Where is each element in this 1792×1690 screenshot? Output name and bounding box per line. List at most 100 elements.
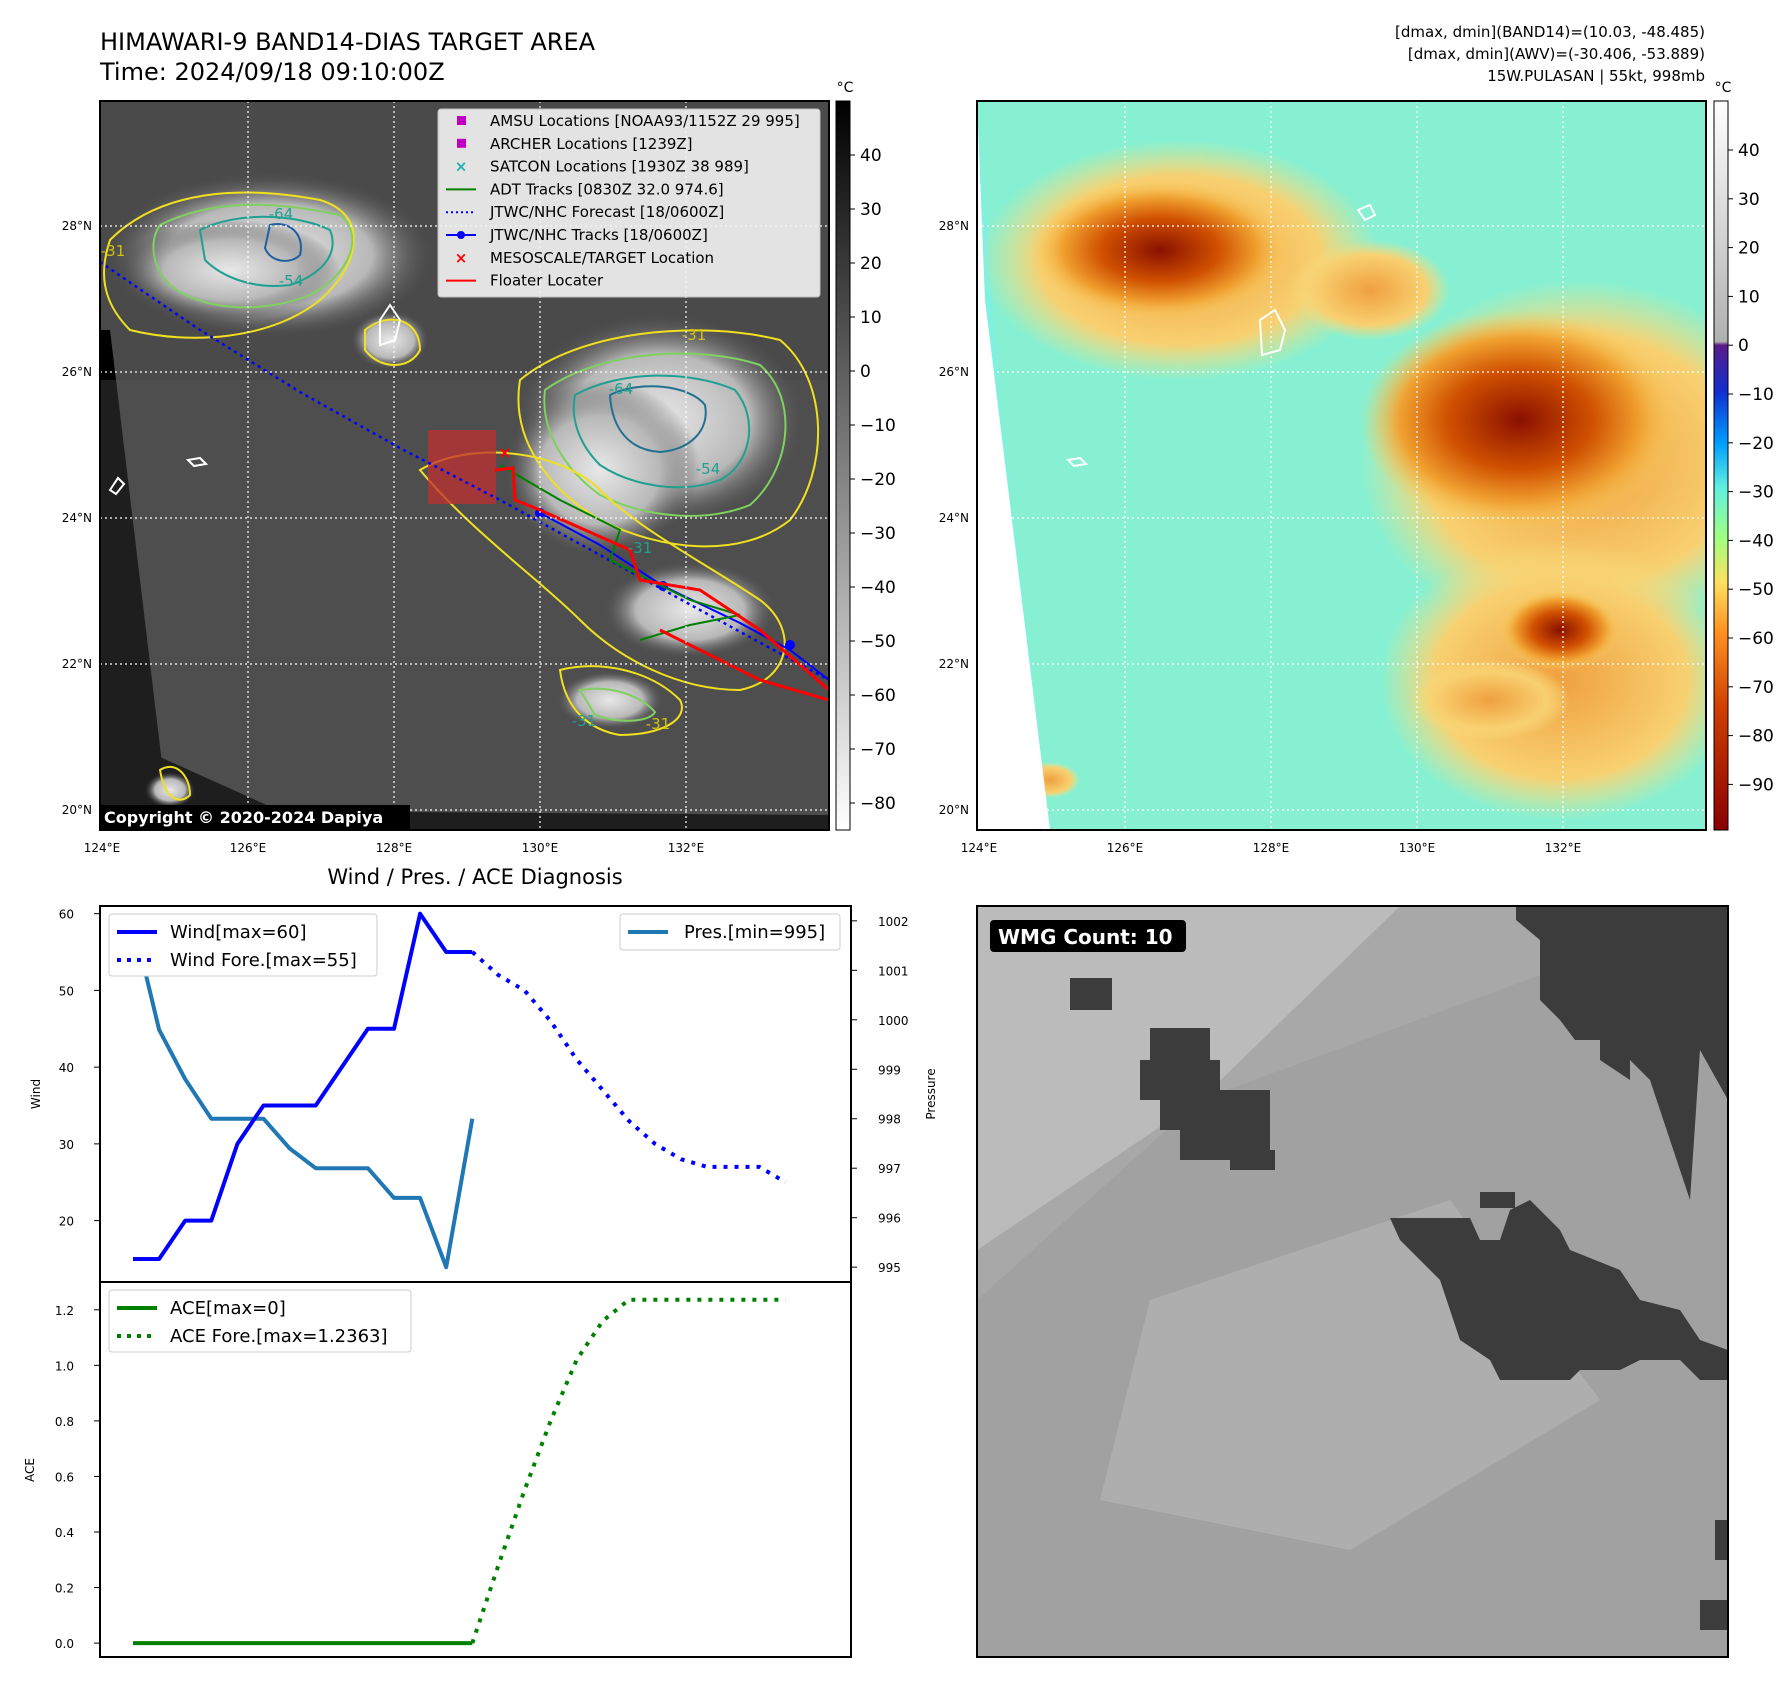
legend-pres: Pres.[min=995] — [684, 922, 825, 943]
wind-y-tick: 20 — [59, 1215, 74, 1229]
awv-colorbar-tick: −90 — [1738, 775, 1774, 795]
ir-panel: HIMAWARI-9 BAND14-DIAS TARGET AREA Time:… — [62, 28, 896, 855]
awv-lon-label: 124°E — [961, 841, 998, 855]
awv-colorbar-tick: −80 — [1738, 727, 1774, 747]
ir-lon-label: 128°E — [376, 841, 413, 855]
wind-panel: Wind / Pres. / ACE Diagnosis Wind Pressu… — [29, 865, 938, 1283]
ir-legend-label: Floater Locater — [490, 272, 604, 290]
awv-lon-label: 130°E — [1399, 841, 1436, 855]
awv-lat-label: 24°N — [939, 511, 969, 525]
legend-ace-fore: ACE Fore.[max=1.2363] — [170, 1326, 388, 1347]
pressure-legend: Pres.[min=995] — [619, 913, 841, 951]
series-line — [470, 950, 787, 1184]
ir-colorbar-tick: −30 — [860, 524, 896, 544]
awv-panel: [dmax, dmin](BAND14)=(10.03, -48.485) [d… — [939, 23, 1774, 855]
wind-y-ticks: 60 50 40 30 20 — [59, 908, 100, 1229]
awv-lon-label: 132°E — [1545, 841, 1582, 855]
contour-label: -31 — [572, 712, 597, 730]
ir-colorbar-tick: 10 — [860, 308, 882, 328]
awv-colorbar: °C 40 30 20 10 0 −10 −20 −30 −40 −50 −60 −70 −80 −90 — [1713, 80, 1774, 831]
awv-colorbar-tick: −50 — [1738, 580, 1774, 600]
awv-lat-label: 28°N — [939, 219, 969, 233]
ace-y-ticks: 1.2 1.0 0.8 0.6 0.4 0.2 0.0 — [55, 1304, 100, 1651]
svg-text:×: × — [498, 443, 511, 462]
awv-colorbar-tick: 40 — [1738, 141, 1760, 161]
ir-colorbar-tick: 30 — [860, 200, 882, 220]
ir-colorbar-tick: −10 — [860, 416, 896, 436]
ir-legend-label: JTWC/NHC Forecast [18/0600Z] — [489, 203, 724, 221]
ir-legend-item: JTWC/NHC Forecast [18/0600Z] — [446, 203, 724, 221]
ir-colorbar-unit: °C — [837, 80, 854, 96]
awv-colorbar-tick: −30 — [1738, 483, 1774, 503]
ir-legend-label: SATCON Locations [1930Z 38 989] — [490, 158, 749, 176]
ir-colorbar-tick: 20 — [860, 254, 882, 274]
wind-y-tick: 50 — [59, 984, 74, 998]
awv-colorbar-tick: −10 — [1738, 385, 1774, 405]
contour-label: -31 — [646, 715, 671, 733]
pressure-y-tick: 1002 — [878, 915, 909, 929]
legend-marker-x: × — [455, 158, 468, 176]
awv-lat-label: 22°N — [939, 657, 969, 671]
ace-panel: ACE 1.2 1.0 0.8 0.6 0.4 0.2 0.0 ACE[max=0] ACE… — [23, 1281, 852, 1658]
contour-label: -54 — [279, 272, 304, 290]
wind-y-tick: 30 — [59, 1138, 74, 1152]
pressure-y-tick: 1001 — [878, 964, 909, 978]
wmg-dark-regions — [1070, 906, 1728, 1630]
pressure-y-tick: 1000 — [878, 1014, 909, 1028]
legend-wind: Wind[max=60] — [170, 922, 307, 943]
awv-header-line2: [dmax, dmin](AWV)=(-30.406, -53.889) — [1408, 45, 1705, 63]
wind-legend: Wind[max=60] Wind Fore.[max=55] — [108, 913, 378, 977]
ace-y-tick: 0.6 — [55, 1470, 74, 1484]
ace-series — [133, 1297, 786, 1646]
ir-contour-labels: -64 -54 -31 -64 -54 -31 -31 -31 -31 — [101, 205, 721, 733]
ir-colorbar-tick: −80 — [860, 794, 896, 814]
ir-colorbar-tick: −60 — [860, 686, 896, 706]
ir-lon-label: 130°E — [522, 841, 559, 855]
contour-label: -64 — [609, 380, 634, 398]
ir-legend-item: × SATCON Locations [1930Z 38 989] — [455, 158, 749, 176]
ir-legend-label: JTWC/NHC Tracks [18/0600Z] — [489, 226, 708, 244]
ir-title-line2: Time: 2024/09/18 09:10:00Z — [99, 58, 445, 86]
ir-lon-label: 124°E — [84, 841, 121, 855]
awv-colorbar-tick: 0 — [1738, 336, 1749, 356]
awv-colorbar-tick: −20 — [1738, 434, 1774, 454]
awv-graticule — [977, 101, 1706, 830]
awv-colorbar-tick: −70 — [1738, 678, 1774, 698]
awv-colorbar-unit: °C — [1715, 80, 1732, 96]
ir-lon-label: 132°E — [668, 841, 705, 855]
ir-legend-label: AMSU Locations [NOAA93/1152Z 29 995] — [490, 112, 800, 130]
contour-label: -64 — [269, 205, 294, 223]
contour-label: -31 — [101, 242, 126, 260]
ir-colorbar-tick: −70 — [860, 740, 896, 760]
pressure-y-tick: 996 — [878, 1212, 901, 1226]
wmg-count-label: WMG Count: 10 — [998, 925, 1173, 949]
series-line — [470, 1297, 786, 1644]
ace-y-tick: 0.4 — [55, 1526, 74, 1540]
contour-label: -31 — [628, 539, 653, 557]
ir-legend-item: AMSU Locations [NOAA93/1152Z 29 995] — [457, 112, 800, 130]
ir-legend-label: ADT Tracks [0830Z 32.0 974.6] — [490, 180, 724, 198]
series-line — [131, 920, 475, 1270]
legend-wind-fore: Wind Fore.[max=55] — [170, 950, 357, 971]
ir-lat-label: 28°N — [62, 219, 92, 233]
contour-label: -54 — [696, 460, 721, 478]
wind-y-tick: 40 — [59, 1061, 74, 1075]
pressure-y-tick: 995 — [878, 1261, 901, 1275]
wind-series — [131, 911, 787, 1270]
ir-colorbar-tick: −50 — [860, 632, 896, 652]
ir-legend-item: × MESOSCALE/TARGET Location — [455, 249, 714, 267]
wind-y-tick: 60 — [59, 908, 74, 922]
ir-legend-item: JTWC/NHC Tracks [18/0600Z] — [446, 226, 708, 244]
ir-colorbar-tick: −40 — [860, 578, 896, 598]
legend-marker-x: × — [455, 249, 468, 267]
ir-legend-label: ARCHER Locations [1239Z] — [490, 135, 693, 153]
awv-colorbar-tick: 10 — [1738, 287, 1760, 307]
ace-y-tick: 0.0 — [55, 1637, 74, 1651]
awv-lat-labels: 28°N 26°N 24°N 22°N 20°N — [939, 219, 969, 817]
awv-colorbar-tick: 30 — [1738, 190, 1760, 210]
ir-lon-label: 126°E — [230, 841, 267, 855]
ir-colorbar-tick: 0 — [860, 362, 871, 382]
wmg-panel: WMG Count: 10 — [976, 905, 1729, 1658]
awv-colorbar-tick: −40 — [1738, 531, 1774, 551]
pressure-y-tick: 998 — [878, 1113, 901, 1127]
